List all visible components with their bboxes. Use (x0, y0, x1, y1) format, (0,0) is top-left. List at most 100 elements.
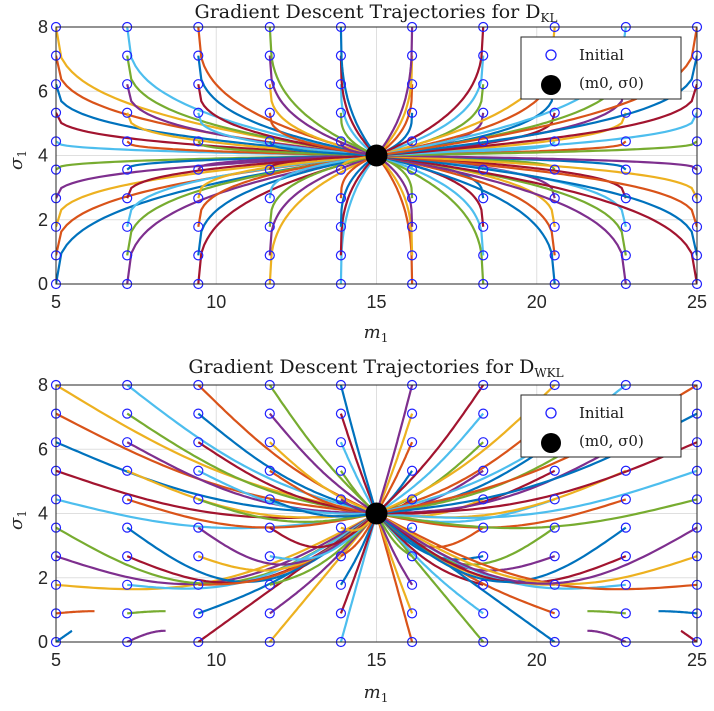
chart-panel-kl: 5 10 15 20 25 0 2 4 6 8 Gradient Descent Trajecto… (6, 1, 707, 345)
trajectory-line (376, 154, 627, 284)
x-tick-label: 20 (527, 650, 547, 670)
trajectory-line (56, 512, 378, 591)
x-tick-label: 25 (687, 292, 707, 312)
trajectory-line (126, 498, 377, 529)
legend: Initial (m0, σ0) (520, 36, 682, 100)
trajectory-line (658, 610, 697, 615)
x-tick-label: 25 (687, 650, 707, 670)
initial-point (122, 437, 133, 448)
initial-point (335, 107, 347, 118)
plot-frame (55, 384, 698, 643)
initial-point (193, 221, 204, 232)
initial-point (193, 408, 204, 419)
trajectory-line (375, 385, 414, 514)
initial-point (406, 79, 418, 90)
trajectory-line (127, 610, 166, 615)
trajectory-line (339, 513, 378, 586)
legend-marker-initial (545, 407, 557, 419)
trajectory-line (268, 55, 377, 157)
trajectory-line (339, 513, 378, 642)
initial-point (264, 465, 275, 476)
trajectory-group (56, 27, 697, 284)
initial-point (549, 136, 560, 147)
trajectory-line (268, 140, 377, 157)
initial-point (264, 136, 275, 147)
trajectory-line (375, 513, 414, 586)
center-point (365, 502, 388, 525)
y-tick-label: 6 (38, 81, 48, 101)
initial-point (122, 79, 133, 90)
initial-point (122, 408, 133, 419)
trajectory-line (375, 385, 485, 515)
initial-point (193, 193, 204, 204)
initial-point (335, 50, 347, 61)
initial-point (193, 579, 204, 590)
y-tick-label: 8 (38, 375, 48, 395)
initial-point (478, 79, 489, 90)
trajectory-line (339, 385, 378, 514)
legend-label: Initial (579, 404, 624, 422)
initial-point (406, 250, 418, 261)
x-tick-label: 10 (206, 650, 226, 670)
initial-point (193, 494, 204, 505)
legend: Initial (m0, σ0) (520, 394, 682, 458)
initial-point (264, 579, 275, 590)
initial-point (193, 250, 204, 261)
trajectory-line (56, 385, 377, 515)
initial-point (335, 79, 347, 90)
trajectory-line (376, 27, 485, 157)
plot-area: 5 10 15 20 25 0 2 4 6 8 (38, 17, 707, 312)
initial-point (193, 50, 204, 61)
initial-point (478, 50, 489, 61)
x-tick-label: 15 (366, 292, 386, 312)
initial-point (264, 437, 275, 448)
trajectory-line (269, 512, 378, 586)
initial-point (193, 79, 204, 90)
trajectory-line (268, 154, 377, 171)
initial-point (122, 551, 133, 562)
initial-point (264, 551, 275, 562)
x-tick-label: 5 (51, 292, 61, 312)
trajectory-line (375, 512, 484, 586)
trajectory-line (126, 441, 377, 515)
initial-point (264, 408, 275, 419)
initial-point (620, 494, 631, 505)
initial-point (335, 164, 347, 175)
initial-point (335, 136, 347, 147)
initial-point (406, 136, 418, 147)
x-tick-label: 5 (51, 650, 61, 670)
trajectory-line (269, 469, 377, 515)
initial-point (406, 551, 418, 562)
chart-title: Gradient Descent Trajectories for DKL (195, 1, 558, 25)
initial-point (549, 494, 560, 505)
initial-point (264, 50, 275, 61)
initial-point (620, 522, 631, 533)
trajectory-line (376, 154, 485, 256)
chart-panel-wkl: 5 10 15 20 25 0 2 4 6 8 Gradient Descent Trajecto… (6, 356, 707, 705)
initial-point (620, 465, 631, 476)
trajectory-line (376, 154, 556, 284)
trajectory-group (56, 385, 697, 642)
initial-point (122, 522, 133, 533)
trajectory-line (376, 112, 697, 157)
initial-point (478, 465, 489, 476)
trajectory-line (268, 154, 377, 256)
plot-area: 5 10 15 20 25 0 2 4 6 8 (38, 375, 707, 670)
initial-point (478, 522, 489, 533)
trajectory-line (376, 154, 697, 171)
initial-point (406, 164, 418, 175)
initial-point (620, 551, 631, 562)
initial-point (406, 608, 418, 619)
initial-point (478, 221, 489, 232)
initial-point (335, 522, 347, 533)
initial-point (549, 250, 560, 261)
trajectory-line (376, 55, 697, 157)
trajectory-line (375, 512, 697, 585)
initial-point (264, 250, 275, 261)
initial-point (122, 50, 133, 61)
initial-point (549, 107, 560, 118)
trajectory-line (339, 513, 378, 614)
initial-point (478, 408, 489, 419)
chart-title: Gradient Descent Trajectories for DWKL (188, 356, 563, 380)
initial-point (406, 221, 418, 232)
